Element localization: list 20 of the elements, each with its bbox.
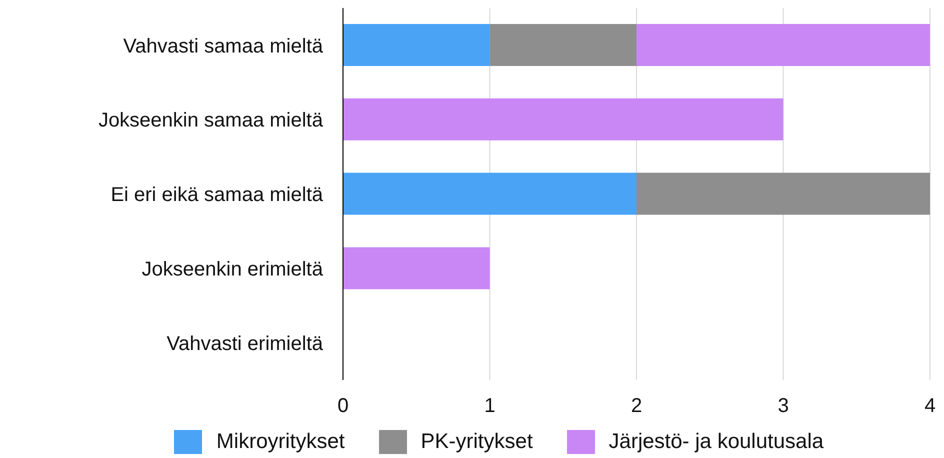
bar: [343, 24, 490, 66]
legend-label: Järjestö- ja koulutusala: [608, 430, 824, 454]
bar: [343, 247, 490, 290]
y-tick-label: Vahvasti samaa mieltä: [123, 35, 324, 58]
bar: [636, 172, 930, 215]
y-tick-label: Jokseenkin erimieltä: [142, 258, 324, 280]
x-tick-label: 3: [778, 395, 789, 418]
x-tick-label: 1: [484, 395, 496, 418]
y-tick-label: Jokseenkin samaa mieltä: [98, 110, 324, 132]
y-tick-label: Ei eri eikä samaa mieltä: [110, 184, 324, 206]
x-tick-label: 2: [630, 395, 642, 418]
bar: [343, 98, 784, 140]
legend-label: PK-yritykset: [420, 430, 533, 454]
x-tick-label: 0: [337, 395, 349, 418]
legend-label: Mikroyritykset: [215, 430, 345, 454]
y-tick-label: Vahvasti erimieltä: [166, 332, 324, 355]
bar: [636, 24, 930, 66]
bar: [343, 172, 636, 215]
x-tick-label: 4: [924, 395, 936, 418]
bar: [490, 24, 636, 66]
